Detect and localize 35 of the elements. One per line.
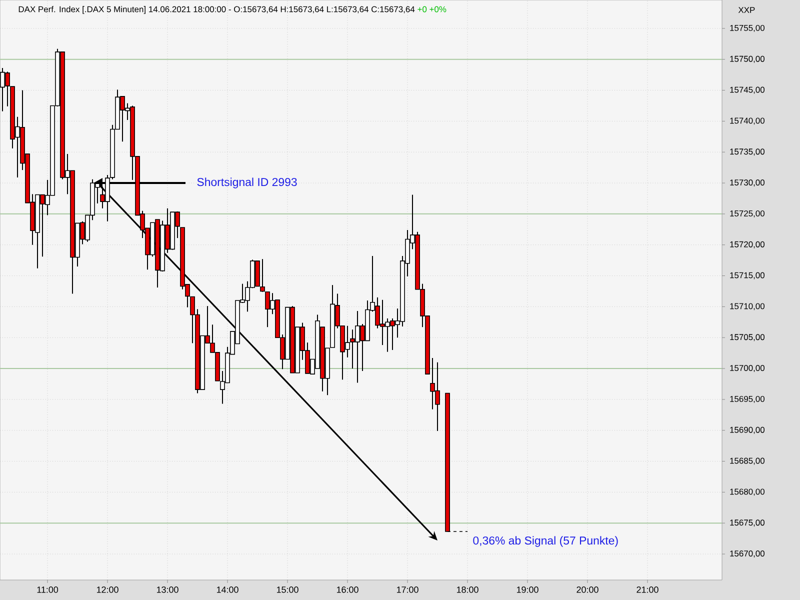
y-tick-label: 15675,00: [730, 520, 765, 527]
x-tick-label: 13:00: [156, 586, 178, 593]
x-tick-label: 18:00: [456, 586, 478, 593]
y-tick-label: 15755,00: [730, 24, 765, 32]
y-tick-label: 15700,00: [730, 365, 765, 372]
x-tick-label: 12:00: [96, 586, 118, 593]
x-tick-label: 19:00: [516, 586, 538, 593]
y-tick-label: 15670,00: [730, 550, 765, 558]
y-tick-label: 15710,00: [730, 303, 765, 310]
candlestick: [260, 258, 265, 292]
y-tick-label: 15750,00: [730, 56, 765, 63]
x-tick-label: 11:00: [37, 586, 58, 593]
y-tick-label: 15725,00: [730, 210, 765, 218]
y-tick-label: 15740,00: [730, 118, 765, 125]
y-tick-label: 15695,00: [730, 396, 765, 403]
y-tick-label: 15735,00: [730, 148, 765, 156]
annotation: +0 +0%: [418, 6, 446, 12]
y-tick-label: 15730,00: [730, 180, 765, 187]
annotation: 0,36% ab Signal (57 Punkte): [473, 536, 618, 547]
y-tick-label: 15720,00: [730, 241, 765, 248]
x-tick-label: 14:00: [216, 586, 238, 593]
y-tick-label: 15690,00: [730, 426, 765, 434]
x-tick-label: 20:00: [576, 586, 598, 593]
x-tick-label: 21:00: [636, 586, 658, 593]
x-tick-label: 15:00: [276, 586, 298, 593]
y-tick-label: 15745,00: [730, 86, 765, 94]
y-tick-label: 15715,00: [730, 272, 765, 280]
text: DAX Perf. Index [.DAX 5 Minuten] 14.06.2021 18:00:00 - O:15673,64 H:15673,64 L:15673,64 C:15673,64: [18, 6, 415, 14]
y-tick-label: 15705,00: [730, 334, 765, 342]
y-tick-label: 15680,00: [730, 488, 765, 496]
x-tick-label: 16:00: [336, 586, 358, 593]
x-tick-label: 17:00: [396, 586, 418, 593]
annotation: Shortsignal ID 2993: [197, 178, 297, 188]
y-axis-title: XXP: [738, 7, 755, 13]
y-tick-label: 15685,00: [730, 458, 765, 465]
